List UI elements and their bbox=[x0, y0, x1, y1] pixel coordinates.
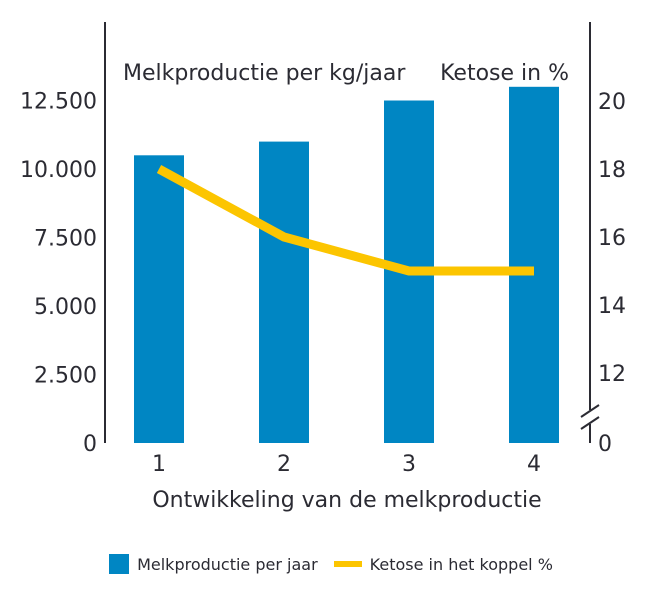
axis-break-icon bbox=[580, 404, 600, 430]
left-tick-label: 12.500 bbox=[20, 90, 97, 115]
left-tick-label: 10.000 bbox=[20, 158, 97, 183]
right-tick-label: 0 bbox=[598, 432, 612, 457]
right-tick-label: 20 bbox=[598, 90, 626, 115]
x-tick-label: 1 bbox=[152, 452, 166, 477]
x-tick-label: 2 bbox=[277, 452, 291, 477]
x-tick-label: 3 bbox=[402, 452, 416, 477]
left-tick-label: 0 bbox=[83, 432, 97, 457]
legend-line-label: Ketose in het koppel % bbox=[369, 554, 553, 574]
bar-2 bbox=[259, 141, 309, 443]
right-axis-title: Ketose in % bbox=[440, 61, 569, 86]
bar-4 bbox=[509, 86, 559, 444]
legend-line-swatch bbox=[333, 561, 362, 567]
x-tick-label: 4 bbox=[527, 452, 541, 477]
left-axis-ticks: 0 2.500 5.000 7.500 10.000 12.500 bbox=[20, 90, 97, 458]
left-tick-label: 7.500 bbox=[34, 227, 97, 252]
x-axis-ticks: 1 2 3 4 bbox=[152, 452, 541, 477]
legend: Melkproductie per jaar Ketose in het kop… bbox=[0, 552, 662, 576]
ketose-line bbox=[156, 165, 534, 276]
bar-1 bbox=[134, 155, 184, 444]
legend-item-bars: Melkproductie per jaar bbox=[109, 554, 318, 574]
x-axis-title: Ontwikkeling van de melkproductie bbox=[152, 488, 541, 513]
legend-item-line: Ketose in het koppel % bbox=[333, 554, 553, 574]
legend-bars-label: Melkproductie per jaar bbox=[137, 554, 318, 574]
left-axis-title: Melkproductie per kg/jaar bbox=[123, 61, 406, 86]
right-axis-ticks: 0 12 14 16 18 20 bbox=[598, 90, 626, 457]
right-tick-label: 14 bbox=[598, 294, 626, 319]
left-tick-label: 5.000 bbox=[34, 295, 97, 320]
left-tick-label: 2.500 bbox=[34, 364, 97, 389]
right-tick-label: 12 bbox=[598, 362, 626, 387]
bar-series bbox=[134, 86, 559, 444]
right-tick-label: 16 bbox=[598, 226, 626, 251]
right-tick-label: 18 bbox=[598, 158, 626, 183]
line-series bbox=[156, 165, 535, 276]
legend-bar-swatch bbox=[109, 554, 130, 574]
